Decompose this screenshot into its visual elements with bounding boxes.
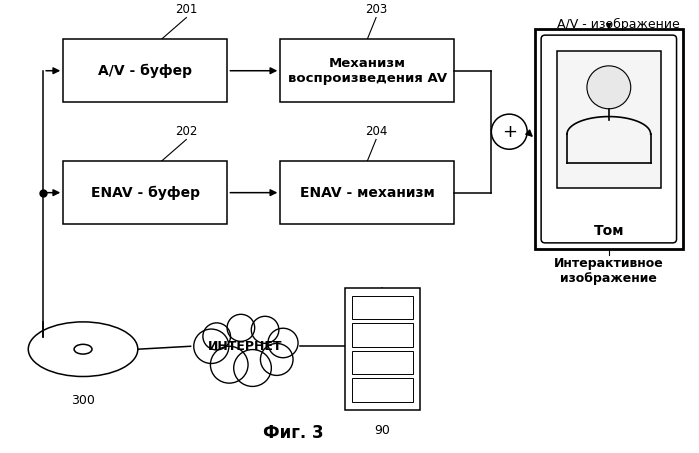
Text: Механизм
воспроизведения AV: Механизм воспроизведения AV <box>288 57 447 85</box>
Text: Интерактивное
изображение: Интерактивное изображение <box>554 256 664 284</box>
Bar <box>63 39 227 102</box>
Circle shape <box>251 316 279 343</box>
Circle shape <box>227 314 254 342</box>
Circle shape <box>210 346 248 383</box>
Bar <box>352 295 412 319</box>
Bar <box>280 39 454 102</box>
Text: 202: 202 <box>175 125 198 138</box>
Text: +: + <box>502 123 517 141</box>
Bar <box>352 351 412 374</box>
Circle shape <box>233 350 271 386</box>
Bar <box>280 161 454 224</box>
Text: 300: 300 <box>71 394 95 407</box>
Text: 204: 204 <box>365 125 387 138</box>
Text: ENAV - механизм: ENAV - механизм <box>300 186 435 200</box>
Text: 203: 203 <box>365 3 387 15</box>
Circle shape <box>268 328 298 358</box>
Text: ИНТЕРНЕТ: ИНТЕРНЕТ <box>208 340 282 353</box>
Bar <box>352 378 412 402</box>
Text: A/V - изображение: A/V - изображение <box>557 18 680 31</box>
Bar <box>535 29 682 249</box>
Bar <box>557 51 661 188</box>
Circle shape <box>261 343 293 376</box>
Text: 201: 201 <box>175 3 198 15</box>
Text: Фиг. 3: Фиг. 3 <box>264 424 324 442</box>
Text: Том: Том <box>593 224 624 238</box>
Bar <box>352 323 412 347</box>
Bar <box>345 288 419 410</box>
FancyBboxPatch shape <box>541 35 677 243</box>
Text: ENAV - буфер: ENAV - буфер <box>91 185 200 200</box>
Circle shape <box>203 323 231 350</box>
Circle shape <box>587 66 630 109</box>
Text: 90: 90 <box>375 424 390 437</box>
Circle shape <box>194 329 229 363</box>
Bar <box>63 161 227 224</box>
Text: A/V - буфер: A/V - буфер <box>99 63 192 78</box>
